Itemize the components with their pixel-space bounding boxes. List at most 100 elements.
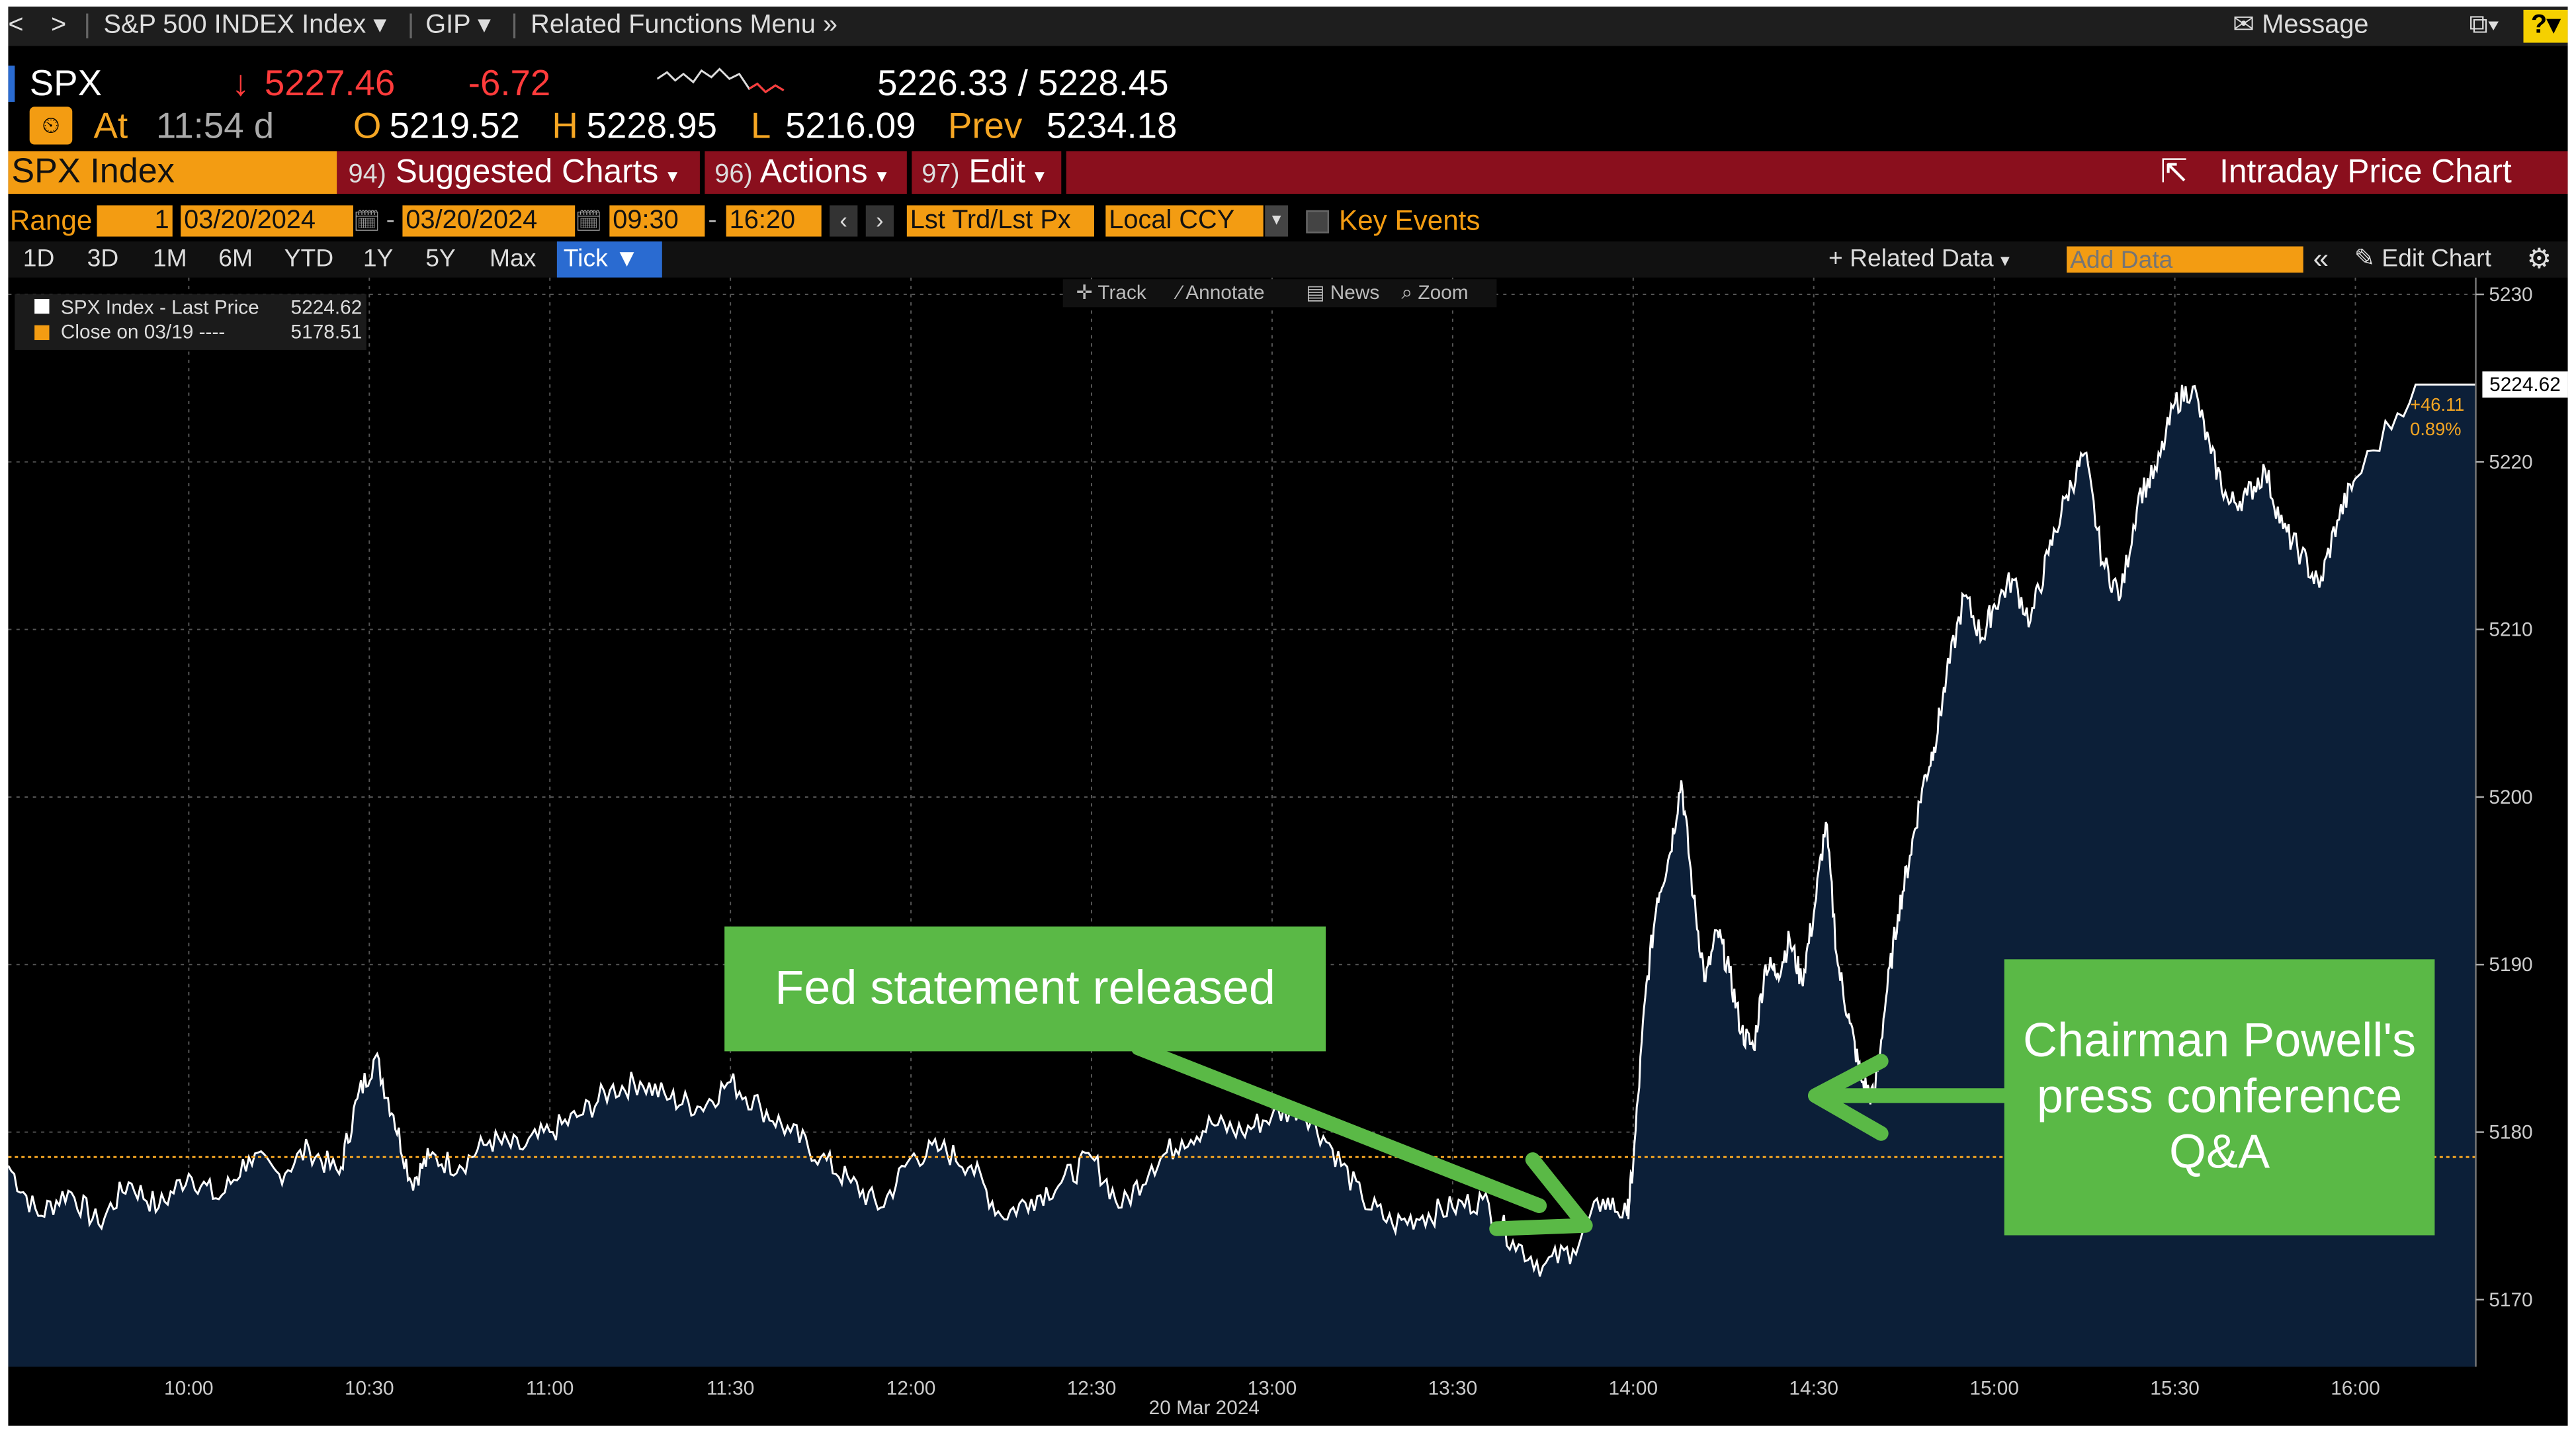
grid-lines bbox=[8, 277, 2476, 1367]
x-tick-label: 10:30 bbox=[345, 1377, 394, 1399]
chevron-down-icon: ▾ bbox=[2000, 251, 2010, 271]
low-label: L bbox=[750, 105, 771, 147]
zoom-label: Zoom bbox=[1418, 280, 1469, 304]
forward-button[interactable]: > bbox=[50, 11, 67, 40]
period-ytd[interactable]: YTD bbox=[284, 245, 334, 273]
plus-icon: + bbox=[1828, 245, 1843, 273]
period-1y[interactable]: 1Y bbox=[363, 245, 394, 273]
currency-select[interactable]: Local CCY bbox=[1105, 205, 1264, 237]
add-data-input[interactable] bbox=[2067, 246, 2303, 273]
double-chevron-left-icon[interactable]: « bbox=[2313, 243, 2329, 275]
bid-ask: 5226.33 / 5228.45 bbox=[877, 62, 1169, 104]
popout-icon[interactable]: ⇱ bbox=[2160, 154, 2188, 191]
key-events-checkbox[interactable] bbox=[1306, 210, 1330, 233]
chevron-down-icon: ▾ bbox=[1034, 164, 1045, 188]
y-tick-label: 5200 bbox=[2489, 786, 2532, 808]
prev-value: 5234.18 bbox=[1046, 105, 1178, 147]
edit-menu[interactable]: 97) Edit ▾ bbox=[922, 151, 1045, 194]
legend-price-label: SPX Index - Last Price bbox=[60, 296, 259, 319]
legend-close-label: Close on 03/19 ---- bbox=[60, 320, 226, 344]
edit-chart-button[interactable]: ✎ Edit Chart bbox=[2354, 241, 2491, 278]
x-tick-label: 12:30 bbox=[1067, 1377, 1117, 1399]
range-dash: - bbox=[386, 206, 395, 235]
track-button[interactable]: ✛ Track bbox=[1076, 279, 1146, 307]
high-label: H bbox=[552, 105, 578, 147]
start-date-input[interactable]: 03/20/2024 bbox=[181, 205, 353, 237]
menu-number: 96) bbox=[714, 161, 753, 189]
period-3d[interactable]: 3D bbox=[87, 245, 119, 273]
y-tick-label: 5210 bbox=[2489, 619, 2532, 641]
range-input[interactable]: 1 bbox=[97, 205, 173, 237]
price-type-select[interactable]: Lst Trd/Lst Px bbox=[906, 205, 1094, 237]
chevron-left-icon[interactable]: ‹ bbox=[830, 205, 858, 237]
back-button[interactable]: < bbox=[8, 11, 24, 40]
fed-statement-callout: Fed statement released bbox=[724, 926, 1326, 1052]
function-title: Intraday Price Chart bbox=[2219, 154, 2512, 191]
menu-number: 94) bbox=[348, 161, 386, 189]
envelope-icon: ✉ bbox=[2232, 11, 2255, 40]
x-tick-label: 14:30 bbox=[1789, 1377, 1838, 1399]
change-abs-label: +46.11 bbox=[2410, 394, 2464, 415]
period-1d[interactable]: 1D bbox=[22, 245, 55, 273]
security-selector[interactable]: S&P 500 INDEX Index ▾ bbox=[103, 7, 386, 46]
calendar-icon[interactable]: 🗓 bbox=[575, 208, 603, 233]
news-label: News bbox=[1330, 280, 1380, 304]
calendar-icon[interactable]: 🗓 bbox=[353, 208, 380, 233]
high-value: 5228.95 bbox=[586, 105, 718, 147]
period-1m[interactable]: 1M bbox=[152, 245, 187, 273]
menu-divider bbox=[1061, 151, 1066, 194]
magnifier-icon: ⌕ bbox=[1401, 280, 1413, 304]
change-pct-label: 0.89% bbox=[2410, 419, 2461, 439]
x-tick-label: 10:00 bbox=[164, 1377, 214, 1399]
quote-time: 11:54 d bbox=[155, 105, 275, 147]
chevron-down-icon[interactable]: ▾ bbox=[1265, 205, 1288, 237]
pen-icon: ∕ bbox=[1178, 280, 1181, 304]
period-6m[interactable]: 6M bbox=[218, 245, 253, 273]
chevron-down-icon: ▾ bbox=[877, 164, 887, 188]
y-tick-label: 5230 bbox=[2489, 284, 2532, 306]
chevron-down-icon: ▾ bbox=[2547, 11, 2561, 40]
news-icon: ▤ bbox=[1306, 280, 1325, 304]
help-button[interactable]: ?▾ bbox=[2523, 9, 2568, 43]
message-label: Message bbox=[2262, 11, 2369, 40]
period-tick-label: Tick bbox=[563, 245, 608, 273]
related-data-button[interactable]: + Related Data ▾ bbox=[1828, 241, 2010, 279]
gip-menu[interactable]: GIP ▾ bbox=[425, 7, 491, 46]
double-chevron-down-icon: » bbox=[822, 11, 838, 40]
menu-divider: | bbox=[511, 11, 518, 40]
security-field[interactable]: SPX Index bbox=[8, 151, 337, 194]
actions-menu[interactable]: 96) Actions ▾ bbox=[714, 151, 886, 194]
menu-label: Edit bbox=[968, 154, 1026, 191]
suggested-charts-menu[interactable]: 94) Suggested Charts ▾ bbox=[348, 151, 677, 194]
clock-icon[interactable]: ⏲ bbox=[29, 106, 73, 145]
x-tick-label: 14:00 bbox=[1609, 1377, 1658, 1399]
period-5y[interactable]: 5Y bbox=[425, 245, 456, 273]
x-tick-label: 16:00 bbox=[2331, 1377, 2380, 1399]
annotate-button[interactable]: ∕ Annotate bbox=[1178, 279, 1265, 307]
pencil-icon: ✎ bbox=[2354, 245, 2375, 273]
end-date-input[interactable]: 03/20/2024 bbox=[402, 205, 576, 237]
x-tick-label: 13:00 bbox=[1248, 1377, 1297, 1399]
chevron-right-icon[interactable]: › bbox=[865, 205, 894, 237]
chevron-down-icon: ▾ bbox=[373, 11, 387, 40]
legend-swatch-price bbox=[34, 298, 50, 314]
gear-icon[interactable]: ⚙ bbox=[2526, 243, 2552, 275]
end-time-input[interactable]: 16:20 bbox=[726, 205, 822, 237]
period-max[interactable]: Max bbox=[490, 245, 537, 273]
news-button[interactable]: ▤ News bbox=[1306, 279, 1379, 307]
related-functions-menu[interactable]: Related Functions Menu » bbox=[531, 7, 837, 46]
ticker-marker bbox=[8, 65, 15, 102]
x-tick-label: 11:30 bbox=[707, 1377, 754, 1399]
legend-swatch-close bbox=[34, 325, 50, 341]
track-label: Track bbox=[1097, 280, 1146, 304]
window-options-icon[interactable]: ⧉▾ bbox=[2469, 11, 2499, 40]
chart-legend: SPX Index - Last Price 5224.62 Close on … bbox=[15, 294, 366, 350]
range-label: Range bbox=[9, 205, 93, 237]
zoom-button[interactable]: ⌕ Zoom bbox=[1401, 279, 1468, 307]
period-tick[interactable]: Tick ▼ bbox=[556, 241, 662, 278]
start-time-input[interactable]: 09:30 bbox=[609, 205, 705, 237]
key-events-label: Key Events bbox=[1338, 205, 1481, 237]
message-button[interactable]: ✉ Message bbox=[2233, 7, 2369, 46]
command-bar: SPX Index 94) Suggested Charts ▾ 96) Act… bbox=[8, 151, 2568, 194]
edit-chart-label: Edit Chart bbox=[2382, 245, 2491, 273]
